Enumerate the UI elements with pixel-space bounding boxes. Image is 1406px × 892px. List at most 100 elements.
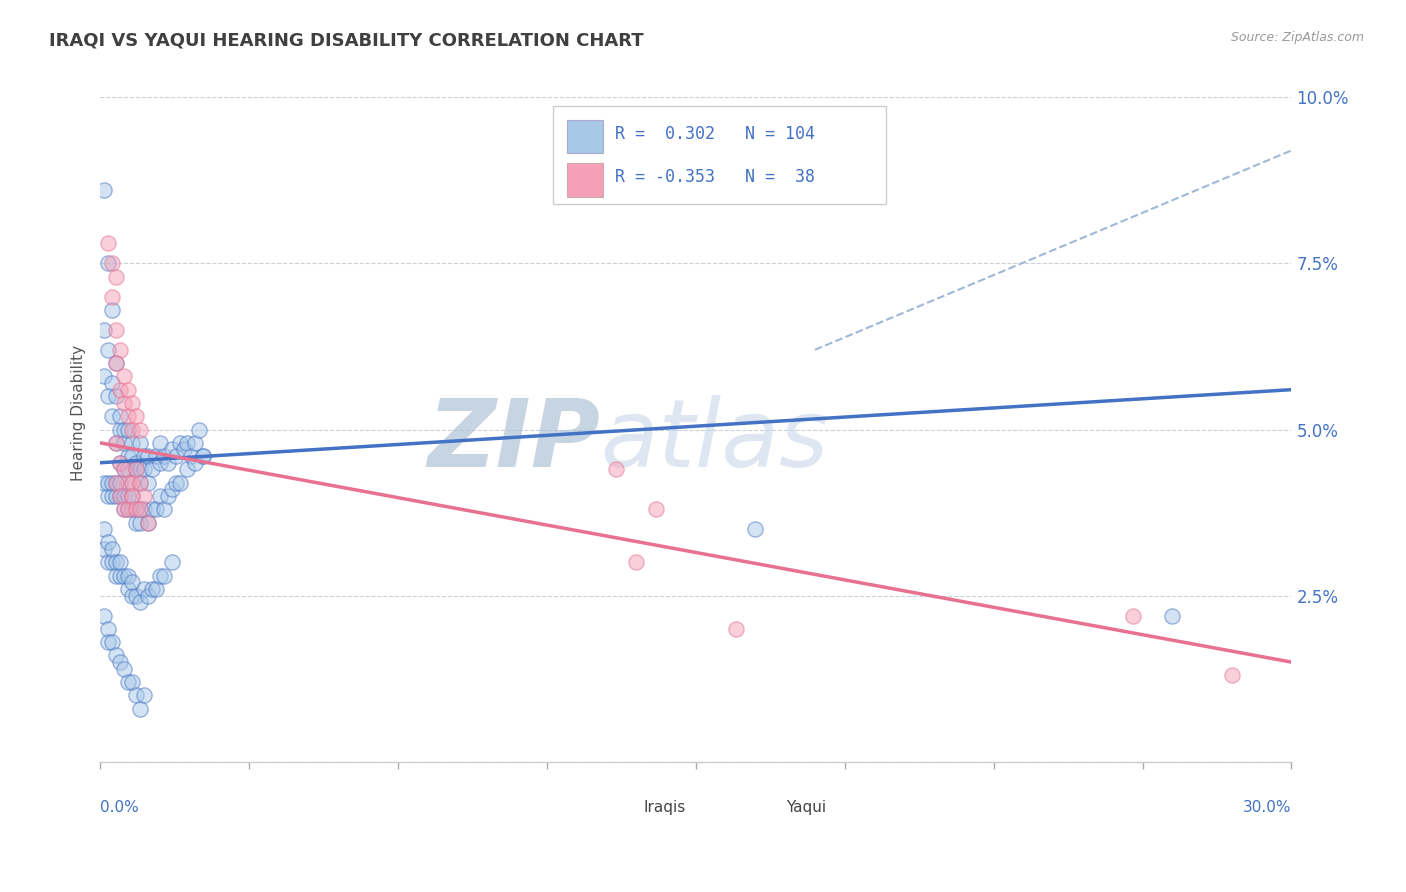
Point: [176, 435, 198, 450]
Point: [128, 595, 150, 609]
Point: [105, 568, 128, 582]
Point: [93, 475, 115, 490]
Point: [121, 575, 143, 590]
Point: [125, 502, 148, 516]
Point: [121, 423, 143, 437]
Text: ZIP: ZIP: [427, 395, 600, 487]
Point: [184, 456, 207, 470]
Point: [97, 489, 120, 503]
Text: Source: ZipAtlas.com: Source: ZipAtlas.com: [1230, 31, 1364, 45]
Point: [105, 389, 128, 403]
Point: [128, 423, 150, 437]
Point: [645, 502, 668, 516]
Point: [132, 449, 155, 463]
Point: [112, 502, 135, 516]
Point: [149, 489, 172, 503]
Point: [97, 389, 120, 403]
Point: [117, 502, 139, 516]
Point: [136, 516, 159, 530]
Point: [128, 435, 150, 450]
Point: [112, 462, 135, 476]
Point: [97, 475, 120, 490]
Point: [101, 489, 124, 503]
Point: [108, 489, 131, 503]
Point: [108, 456, 131, 470]
Point: [93, 323, 115, 337]
Point: [117, 409, 139, 424]
Point: [101, 635, 124, 649]
Point: [117, 489, 139, 503]
Text: R =  0.302   N = 104: R = 0.302 N = 104: [614, 125, 815, 143]
Point: [105, 556, 128, 570]
Text: 30.0%: 30.0%: [1243, 800, 1292, 815]
Point: [626, 556, 648, 570]
Point: [141, 462, 163, 476]
Point: [117, 675, 139, 690]
Point: [136, 475, 159, 490]
Point: [93, 522, 115, 536]
Point: [149, 435, 172, 450]
Point: [744, 522, 766, 536]
Point: [128, 516, 150, 530]
Point: [108, 409, 131, 424]
Point: [101, 376, 124, 390]
Point: [125, 409, 148, 424]
Point: [105, 475, 128, 490]
Point: [105, 356, 128, 370]
Point: [605, 462, 627, 476]
Point: [105, 435, 128, 450]
Point: [105, 356, 128, 370]
Point: [132, 582, 155, 596]
Point: [117, 449, 139, 463]
Point: [160, 483, 183, 497]
Point: [141, 502, 163, 516]
Point: [193, 449, 215, 463]
Point: [93, 369, 115, 384]
Point: [97, 535, 120, 549]
Point: [108, 556, 131, 570]
Point: [112, 462, 135, 476]
Point: [121, 435, 143, 450]
Point: [169, 435, 191, 450]
Point: [93, 608, 115, 623]
Point: [105, 648, 128, 663]
Point: [121, 449, 143, 463]
Point: [169, 475, 191, 490]
Point: [105, 435, 128, 450]
Point: [141, 582, 163, 596]
Point: [180, 449, 202, 463]
Point: [121, 589, 143, 603]
Point: [184, 435, 207, 450]
Point: [112, 568, 135, 582]
Bar: [567, 163, 603, 196]
Point: [108, 343, 131, 357]
Point: [132, 489, 155, 503]
Point: [125, 462, 148, 476]
Point: [149, 456, 172, 470]
Point: [121, 489, 143, 503]
Point: [125, 462, 148, 476]
Point: [117, 423, 139, 437]
Point: [97, 343, 120, 357]
Bar: [755, 793, 782, 813]
Point: [97, 236, 120, 251]
Point: [108, 489, 131, 503]
Bar: [567, 120, 603, 153]
Point: [117, 383, 139, 397]
Point: [105, 475, 128, 490]
Point: [136, 516, 159, 530]
FancyBboxPatch shape: [553, 106, 886, 203]
Bar: [613, 793, 638, 813]
Point: [156, 456, 179, 470]
Point: [173, 442, 195, 457]
Y-axis label: Hearing Disability: Hearing Disability: [72, 345, 86, 481]
Point: [128, 462, 150, 476]
Point: [136, 589, 159, 603]
Point: [101, 302, 124, 317]
Point: [136, 449, 159, 463]
Point: [108, 568, 131, 582]
Point: [121, 475, 143, 490]
Point: [193, 449, 215, 463]
Point: [149, 568, 172, 582]
Point: [108, 383, 131, 397]
